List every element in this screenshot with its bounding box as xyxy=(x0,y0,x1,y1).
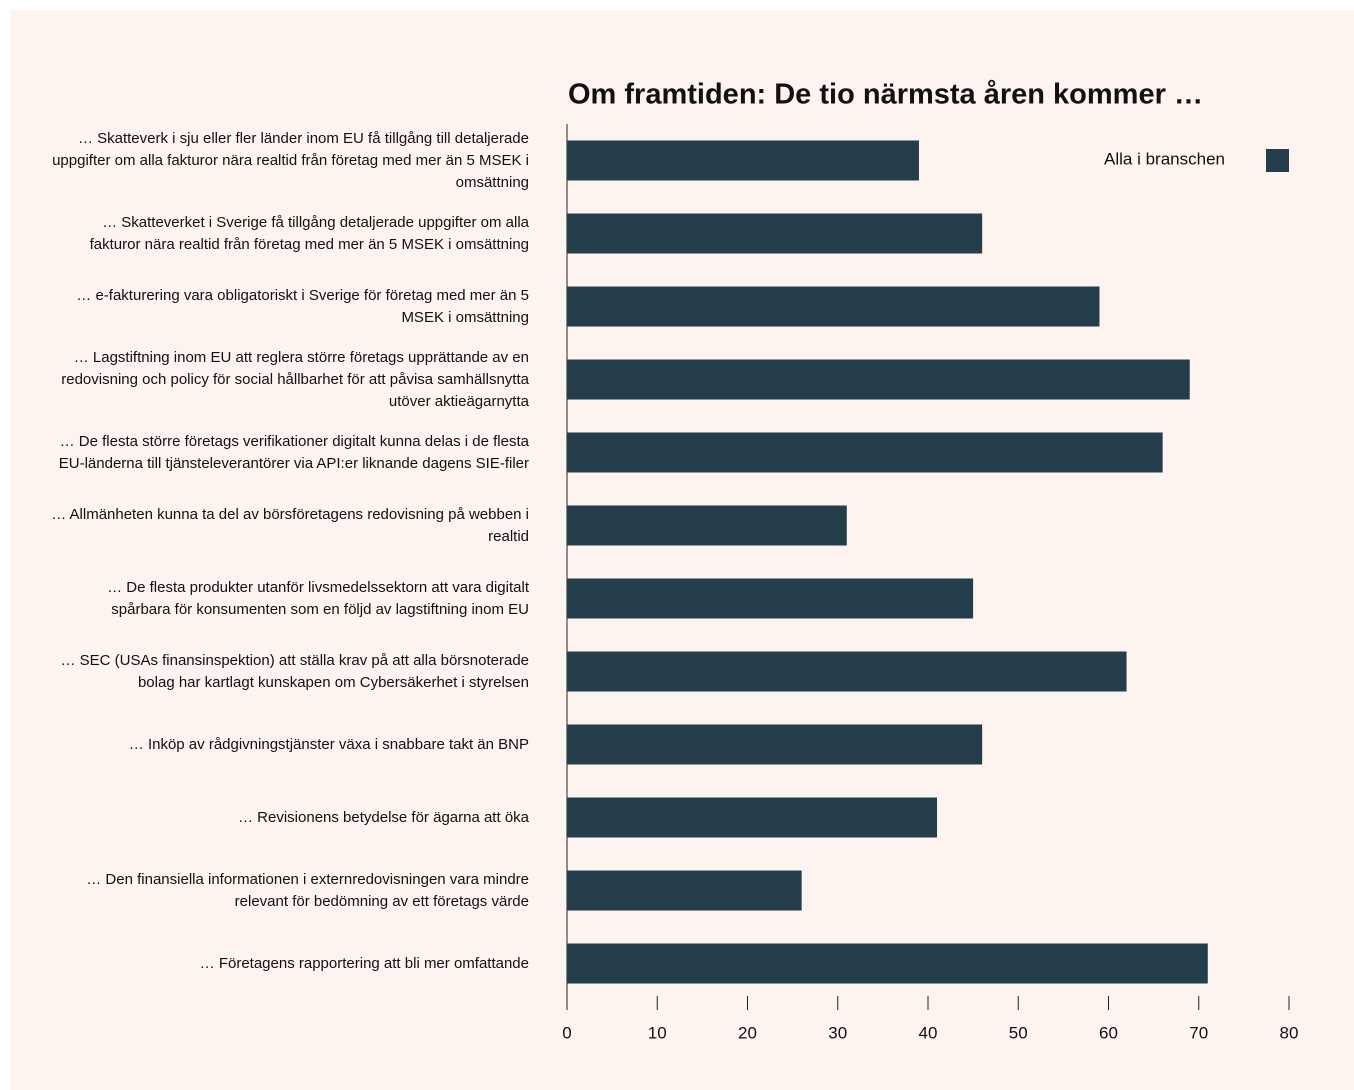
bar xyxy=(567,724,983,765)
legend-label: Alla i branschen xyxy=(1104,149,1225,168)
y-tick-label: … Allmänheten kunna ta del av börsföreta… xyxy=(51,505,529,545)
y-tick-label: … Skatteverk i sju eller fler länder ino… xyxy=(52,129,529,191)
bar xyxy=(567,797,938,838)
x-tick-label: 30 xyxy=(828,1023,847,1042)
bar xyxy=(567,359,1190,400)
y-tick-label: … De flesta produkter utanför livsmedels… xyxy=(107,578,529,618)
x-tick-label: 0 xyxy=(562,1023,571,1042)
y-tick-label: … e-fakturering vara obligatoriskt i Sve… xyxy=(76,286,529,326)
bar xyxy=(567,140,919,181)
bar xyxy=(567,578,974,619)
y-tick-label: … Inköp av rådgivningstjänster växa i sn… xyxy=(128,735,529,753)
bar xyxy=(567,286,1100,327)
bar xyxy=(567,432,1163,473)
bar xyxy=(567,213,983,254)
y-tick-label: … Lagstiftning inom EU att reglera störr… xyxy=(61,348,529,410)
y-tick-label: … SEC (USAs finansinspektion) att ställa… xyxy=(60,651,529,691)
y-tick-label: … Revisionens betydelse för ägarna att ö… xyxy=(238,808,529,826)
y-tick-label: … Skatteverket i Sverige få tillgång det… xyxy=(89,213,529,253)
x-tick-label: 80 xyxy=(1280,1023,1299,1042)
x-tick-label: 40 xyxy=(919,1023,938,1042)
y-tick-label: … Företagens rapportering att bli mer om… xyxy=(199,954,529,972)
legend-swatch xyxy=(1266,149,1289,172)
bar xyxy=(567,870,802,911)
chart-title: Om framtiden: De tio närmsta åren kommer… xyxy=(568,79,1203,111)
x-tick-label: 50 xyxy=(1009,1023,1028,1042)
x-tick-label: 70 xyxy=(1189,1023,1208,1042)
x-tick-label: 60 xyxy=(1099,1023,1118,1042)
bar xyxy=(567,651,1127,692)
x-tick-label: 20 xyxy=(738,1023,757,1042)
bar xyxy=(567,943,1208,984)
bar xyxy=(567,505,847,546)
y-tick-label: … Den finansiella informationen i extern… xyxy=(86,870,529,910)
x-tick-label: 10 xyxy=(648,1023,667,1042)
y-tick-label: … De flesta större företags verifikation… xyxy=(58,432,529,472)
